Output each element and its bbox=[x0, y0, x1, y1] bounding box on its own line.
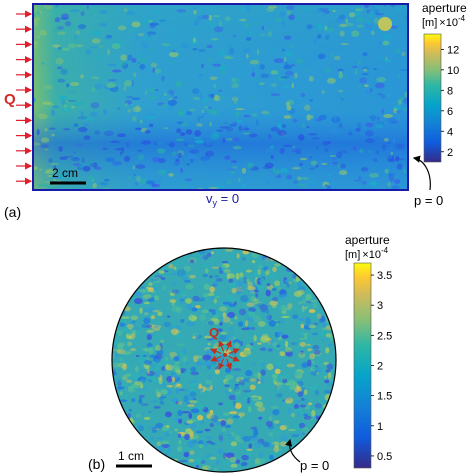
colorbar-tick-label: 1.5 bbox=[377, 391, 392, 403]
colorbar-tick-label: 4 bbox=[447, 126, 453, 138]
colorbar-title-a: aperture bbox=[422, 1, 467, 15]
colorbar-tick-label: 3 bbox=[377, 300, 383, 312]
aperture-texture-a bbox=[33, 4, 408, 190]
colorbar-tick-label: 12 bbox=[447, 44, 459, 56]
outlet-callout-a: p = 0 bbox=[412, 155, 443, 208]
scale-bar-b: 1 cm bbox=[116, 449, 152, 468]
flow-label-a: Q bbox=[4, 91, 16, 108]
inlet-arrows-a bbox=[16, 10, 33, 185]
colorbar-unit-b: [m] ×10-4 bbox=[345, 246, 389, 261]
colorbar-a: aperture [m] ×10-4 12 10 8 6 4 2 bbox=[422, 1, 467, 163]
inlet-arrow bbox=[210, 355, 222, 362]
scale-bar-a: 2 cm bbox=[50, 166, 86, 185]
inlet-arrow bbox=[225, 358, 232, 370]
domain-boundary-b bbox=[111, 247, 337, 473]
aperture-texture-b bbox=[112, 248, 336, 472]
colorbar-scale-b bbox=[353, 262, 372, 469]
aperture-hotspot bbox=[378, 17, 392, 31]
colorbar-tick-label: 2 bbox=[447, 147, 453, 159]
colorbar-ticks-b: 3.5 3 2.5 2 1.5 1 0.5 bbox=[371, 270, 392, 463]
colorbar-scale-a bbox=[423, 33, 442, 163]
colorbar-tick-label: 0.5 bbox=[377, 451, 392, 463]
colorbar-title-b: aperture bbox=[345, 233, 390, 247]
flow-label-b: Q bbox=[209, 325, 219, 340]
scale-bar-label-a: 2 cm bbox=[52, 166, 78, 180]
injection-point bbox=[223, 353, 227, 357]
aperture-field-a-shading bbox=[33, 4, 408, 190]
colorbar-tick-label: 8 bbox=[447, 85, 453, 97]
colorbar-tick-label: 10 bbox=[447, 65, 459, 77]
bottom-boundary-condition: vy = 0 bbox=[206, 191, 239, 208]
inlet-arrow bbox=[228, 355, 240, 362]
inlet-arrow bbox=[218, 340, 225, 352]
colorbar-unit-a: [m] ×10-4 bbox=[422, 14, 466, 29]
domain-boundary-a bbox=[32, 3, 409, 191]
outlet-label-a: p = 0 bbox=[414, 193, 443, 208]
panel-a: Q 2 cm vy = 0 p = 0 (a) aperture [m] ×10-… bbox=[4, 1, 467, 220]
colorbar-tick-label: 2.5 bbox=[377, 330, 392, 342]
panel-label-a: (a) bbox=[4, 204, 21, 220]
outlet-callout-b: p = 0 bbox=[285, 438, 329, 473]
colorbar-tick-label: 2 bbox=[377, 361, 383, 373]
scale-bar-label-b: 1 cm bbox=[118, 449, 144, 463]
colorbar-tick-label: 6 bbox=[447, 106, 453, 118]
panel-label-b: (b) bbox=[88, 456, 105, 472]
aperture-field-b bbox=[112, 248, 336, 472]
inlet-arrow bbox=[210, 348, 222, 355]
panel-b: Q 1 cm p = 0 (b) aperture [m] ×10-4 3.5 3 2… bbox=[88, 233, 392, 473]
colorbar-tick-label: 1 bbox=[377, 421, 383, 433]
inlet-arrows-b bbox=[210, 340, 240, 370]
outlet-label-b: p = 0 bbox=[300, 458, 329, 473]
inlet-arrow bbox=[218, 358, 225, 370]
inlet-arrow bbox=[225, 340, 232, 352]
colorbar-b: aperture [m] ×10-4 3.5 3 2.5 2 1.5 1 0.5 bbox=[345, 233, 392, 469]
colorbar-ticks-a: 12 10 8 6 4 2 bbox=[441, 44, 459, 159]
inlet-arrow bbox=[228, 348, 240, 355]
colorbar-tick-label: 3.5 bbox=[377, 270, 392, 282]
